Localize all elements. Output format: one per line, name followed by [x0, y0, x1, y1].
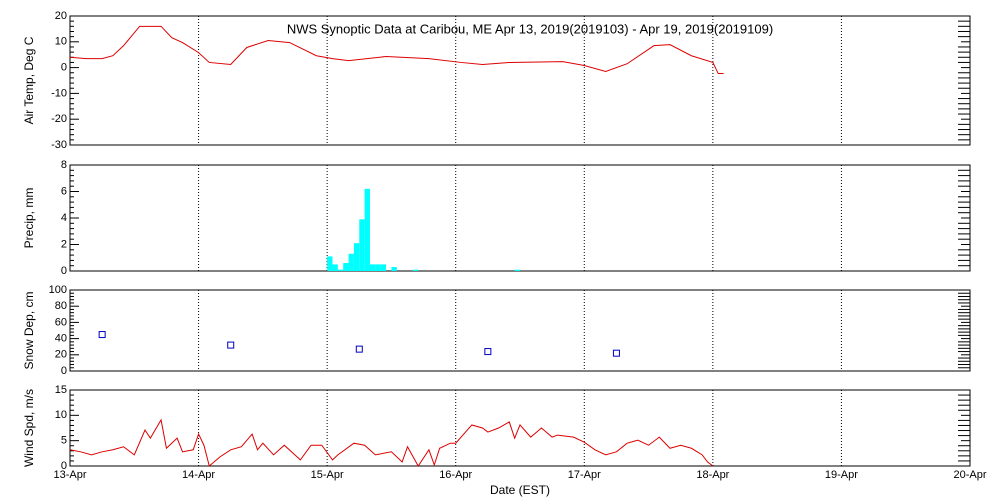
scatter-point [98, 331, 106, 339]
panel-frame [69, 289, 971, 372]
y-axis-label: Snow Dep, cm [22, 291, 36, 369]
x-tick-label: 19-Apr [825, 469, 858, 481]
x-tick-label: 18-Apr [696, 469, 729, 481]
y-tick-label: 10 [55, 409, 67, 421]
panel-frame [69, 389, 971, 467]
chart-title: NWS Synoptic Data at Caribou, ME Apr 13,… [287, 21, 773, 36]
bar [412, 269, 419, 271]
y-tick-label: 15 [55, 384, 67, 396]
bar [375, 264, 381, 271]
bar [359, 219, 365, 271]
y-axis-label: Precip, mm [22, 188, 36, 249]
y-tick-label: -10 [51, 87, 67, 99]
y-tick-label: 8 [61, 159, 67, 171]
y-tick-label: 100 [49, 284, 67, 296]
y-tick-label: 20 [55, 10, 67, 22]
x-tick-label: 13-Apr [53, 469, 86, 481]
y-tick-label: 5 [61, 435, 67, 447]
y-tick-label: 0 [61, 460, 67, 472]
y-tick-label: 2 [61, 238, 67, 250]
bar [353, 243, 360, 271]
bar [327, 256, 333, 271]
y-tick-label: 0 [61, 365, 67, 377]
scatter-point [355, 345, 363, 353]
bar [343, 263, 349, 271]
bar [380, 264, 387, 271]
x-tick-label: 20-Apr [953, 469, 986, 481]
y-tick-label: 0 [61, 265, 67, 277]
x-tick-label: 14-Apr [182, 469, 215, 481]
bar [391, 267, 397, 271]
y-axis-label: Wind Spd, m/s [22, 389, 36, 467]
bar [514, 269, 520, 271]
y-tick-label: 40 [55, 333, 67, 345]
y-tick-label: -20 [51, 113, 67, 125]
bar [370, 264, 376, 271]
bar [332, 264, 338, 271]
scatter-point [227, 341, 235, 349]
y-tick-label: 4 [61, 212, 67, 224]
panel-frame [69, 15, 971, 146]
panel-frame [69, 164, 971, 272]
line-series [69, 418, 714, 467]
scatter-point [612, 349, 620, 357]
y-tick-label: 10 [55, 36, 67, 48]
scatter-point [484, 348, 492, 356]
y-tick-label: 60 [55, 316, 67, 328]
y-tick-label: 20 [55, 349, 67, 361]
bar [337, 269, 344, 271]
y-tick-label: -30 [51, 139, 67, 151]
bar [348, 253, 354, 271]
x-tick-label: 15-Apr [311, 469, 344, 481]
x-tick-label: 16-Apr [439, 469, 472, 481]
x-tick-label: 17-Apr [568, 469, 601, 481]
bar [364, 188, 370, 271]
y-tick-label: 80 [55, 300, 67, 312]
y-tick-label: 6 [61, 185, 67, 197]
y-tick-label: 0 [61, 62, 67, 74]
line-series [69, 25, 724, 75]
x-axis-label: Date (EST) [490, 483, 550, 497]
y-axis-label: Air Temp, Deg C [22, 36, 36, 124]
